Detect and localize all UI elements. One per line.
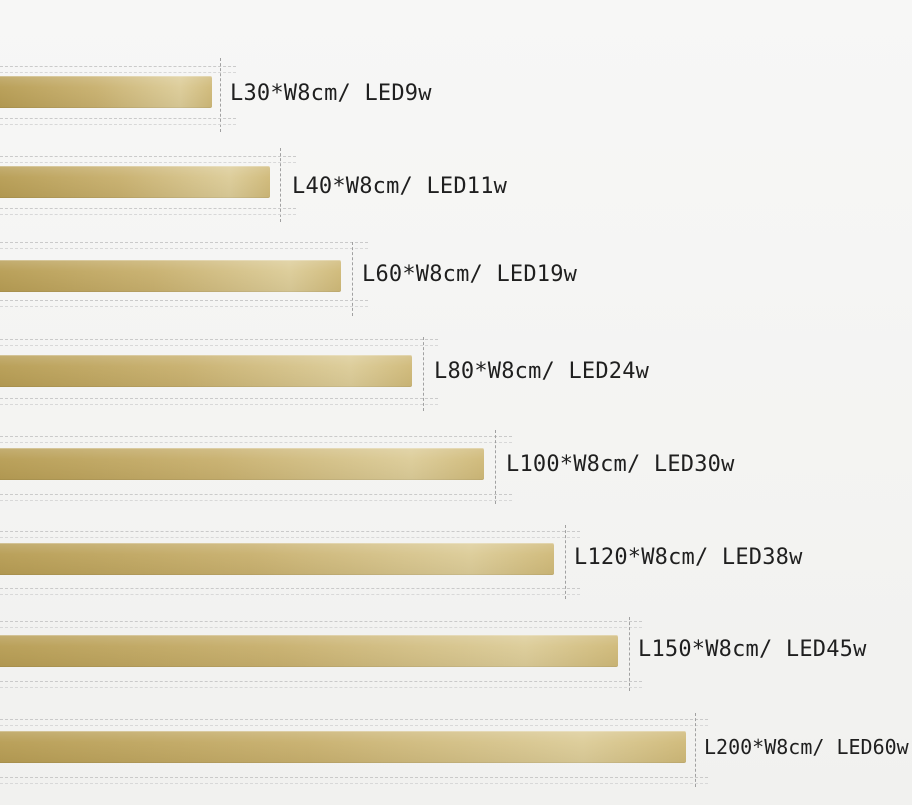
guide-line-bottom-secondary bbox=[0, 124, 236, 125]
light-bar-l200 bbox=[0, 731, 686, 763]
guide-line-top bbox=[0, 436, 512, 437]
dimension-tick-l120 bbox=[565, 525, 566, 599]
guide-line-top-secondary bbox=[0, 72, 236, 73]
guide-line-bottom-secondary bbox=[0, 306, 368, 307]
guide-line-top-secondary bbox=[0, 162, 296, 163]
guide-line-top-secondary bbox=[0, 248, 368, 249]
guide-line-top bbox=[0, 531, 580, 532]
guide-line-top-secondary bbox=[0, 725, 708, 726]
light-bar-l80 bbox=[0, 355, 412, 387]
guide-line-bottom bbox=[0, 681, 642, 682]
guide-line-top bbox=[0, 339, 438, 340]
guide-line-bottom-secondary bbox=[0, 404, 438, 405]
guide-line-top-secondary bbox=[0, 537, 580, 538]
spec-row-l100: L100*W8cm/ LED30w bbox=[0, 430, 912, 506]
guide-line-bottom-secondary bbox=[0, 594, 580, 595]
dimension-label-l150: L150*W8cm/ LED45w bbox=[638, 637, 867, 662]
light-bar-l30 bbox=[0, 76, 212, 108]
guide-line-bottom bbox=[0, 777, 708, 778]
guide-line-top-secondary bbox=[0, 345, 438, 346]
light-bar-l100 bbox=[0, 448, 484, 480]
spec-row-l120: L120*W8cm/ LED38w bbox=[0, 525, 912, 601]
guide-line-top-secondary bbox=[0, 627, 642, 628]
dimension-tick-l80 bbox=[423, 337, 424, 411]
light-bar-l150 bbox=[0, 635, 618, 667]
dimension-label-l60: L60*W8cm/ LED19w bbox=[362, 262, 578, 287]
guide-line-bottom-secondary bbox=[0, 500, 512, 501]
dimension-tick-l40 bbox=[280, 148, 281, 222]
guide-line-top-secondary bbox=[0, 442, 512, 443]
spec-row-l30: L30*W8cm/ LED9w bbox=[0, 58, 912, 134]
dimension-tick-l150 bbox=[629, 617, 630, 691]
dimension-label-l120: L120*W8cm/ LED38w bbox=[574, 545, 803, 570]
guide-line-bottom bbox=[0, 208, 296, 209]
spec-row-l80: L80*W8cm/ LED24w bbox=[0, 337, 912, 413]
dimension-label-l30: L30*W8cm/ LED9w bbox=[230, 81, 432, 106]
guide-line-bottom bbox=[0, 118, 236, 119]
guide-line-bottom-secondary bbox=[0, 783, 708, 784]
spec-row-l150: L150*W8cm/ LED45w bbox=[0, 617, 912, 693]
spec-row-l40: L40*W8cm/ LED11w bbox=[0, 148, 912, 224]
spec-row-l60: L60*W8cm/ LED19w bbox=[0, 242, 912, 318]
dimension-label-l40: L40*W8cm/ LED11w bbox=[292, 174, 508, 199]
guide-line-bottom-secondary bbox=[0, 214, 296, 215]
guide-line-top bbox=[0, 621, 642, 622]
light-bar-l40 bbox=[0, 166, 270, 198]
guide-line-bottom bbox=[0, 300, 368, 301]
guide-line-top bbox=[0, 242, 368, 243]
guide-line-top bbox=[0, 719, 708, 720]
light-bar-l120 bbox=[0, 543, 554, 575]
dimension-tick-l30 bbox=[220, 58, 221, 132]
dimension-label-l80: L80*W8cm/ LED24w bbox=[434, 359, 650, 384]
guide-line-bottom-secondary bbox=[0, 687, 642, 688]
dimension-tick-l200 bbox=[695, 713, 696, 787]
dimension-tick-l60 bbox=[352, 242, 353, 316]
guide-line-bottom bbox=[0, 588, 580, 589]
spec-row-l200: L200*W8cm/ LED60w bbox=[0, 713, 912, 789]
dimension-label-l200: L200*W8cm/ LED60w bbox=[704, 735, 909, 759]
dimension-label-l100: L100*W8cm/ LED30w bbox=[506, 452, 735, 477]
guide-line-top bbox=[0, 156, 296, 157]
guide-line-top bbox=[0, 66, 236, 67]
guide-line-bottom bbox=[0, 494, 512, 495]
light-bar-l60 bbox=[0, 260, 341, 292]
guide-line-bottom bbox=[0, 398, 438, 399]
dimension-tick-l100 bbox=[495, 430, 496, 504]
